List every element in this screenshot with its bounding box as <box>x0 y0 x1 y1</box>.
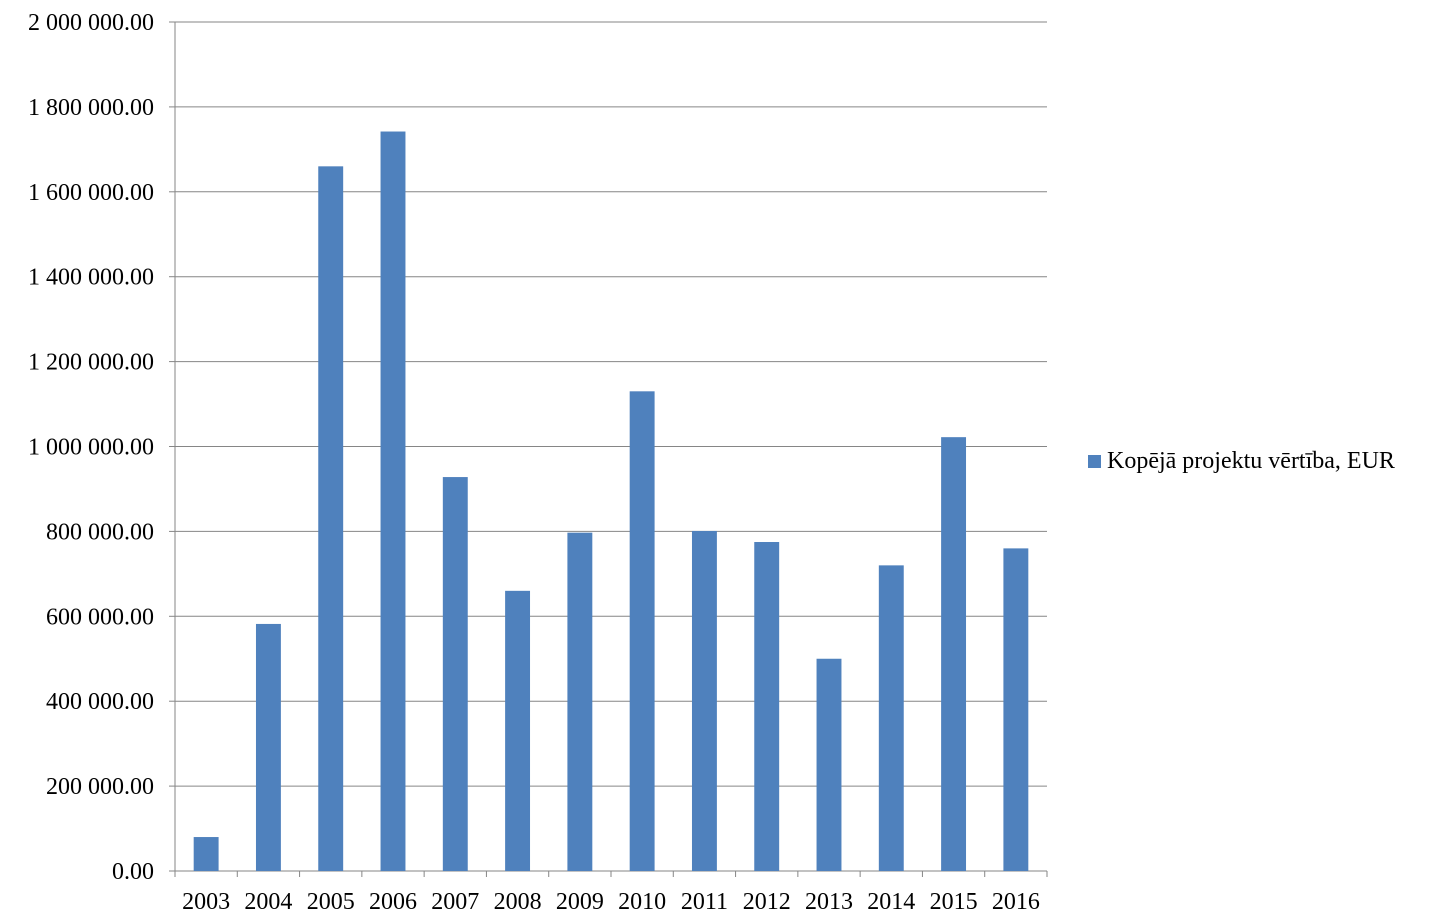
x-tick-label: 2012 <box>743 889 791 915</box>
x-tick-label: 2005 <box>307 889 355 915</box>
x-tick-label: 2007 <box>431 889 479 915</box>
y-tick-label: 1 200 000.00 <box>28 350 154 376</box>
bar-2007 <box>442 477 468 871</box>
x-tick-label: 2003 <box>182 889 230 915</box>
y-tick-label: 600 000.00 <box>46 604 154 630</box>
bar-2010 <box>629 391 655 871</box>
bar-2009 <box>567 532 593 871</box>
x-tick-label: 2013 <box>805 889 853 915</box>
y-tick-label: 200 000.00 <box>46 774 154 800</box>
bar-2011 <box>691 530 717 871</box>
x-tick-label: 2014 <box>867 889 915 915</box>
y-tick-label: 1 600 000.00 <box>28 180 154 206</box>
y-tick-label: 800 000.00 <box>46 519 154 545</box>
bar-2003 <box>193 837 219 871</box>
bar-2008 <box>505 590 531 871</box>
bar-2006 <box>380 131 406 871</box>
x-tick-label: 2009 <box>556 889 604 915</box>
x-tick-label: 2008 <box>494 889 542 915</box>
y-tick-label: 0.00 <box>112 859 154 885</box>
legend-swatch <box>1088 454 1101 468</box>
bar-2015 <box>941 437 967 871</box>
bar-2014 <box>878 565 904 871</box>
bar-2012 <box>754 542 780 871</box>
x-tick-label: 2006 <box>369 889 417 915</box>
y-tick-label: 1 000 000.00 <box>28 435 154 461</box>
x-tick-label: 2016 <box>992 889 1040 915</box>
y-tick-label: 1 800 000.00 <box>28 95 154 121</box>
bar-2004 <box>255 623 281 871</box>
bar-2016 <box>1003 548 1029 871</box>
bar-2013 <box>816 658 842 871</box>
x-tick-label: 2010 <box>618 889 666 915</box>
legend-label: Kopējā projektu vērtība, EUR <box>1107 448 1395 474</box>
y-tick-label: 400 000.00 <box>46 689 154 715</box>
y-tick-label: 1 400 000.00 <box>28 265 154 291</box>
bar-2005 <box>318 166 344 871</box>
x-tick-label: 2011 <box>681 889 728 915</box>
x-tick-label: 2004 <box>244 889 292 915</box>
chart-legend: Kopējā projektu vērtība, EUR <box>1088 449 1395 473</box>
x-tick-label: 2015 <box>930 889 978 915</box>
y-tick-label: 2 000 000.00 <box>28 10 154 36</box>
